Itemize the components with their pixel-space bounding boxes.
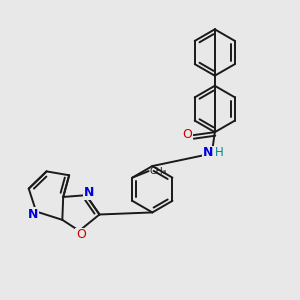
Text: H: H: [215, 146, 224, 160]
Text: O: O: [76, 228, 86, 241]
Text: N: N: [203, 146, 213, 160]
Text: N: N: [84, 186, 94, 199]
Text: CH₃: CH₃: [150, 167, 167, 176]
Text: N: N: [28, 208, 38, 221]
Text: O: O: [182, 128, 192, 141]
